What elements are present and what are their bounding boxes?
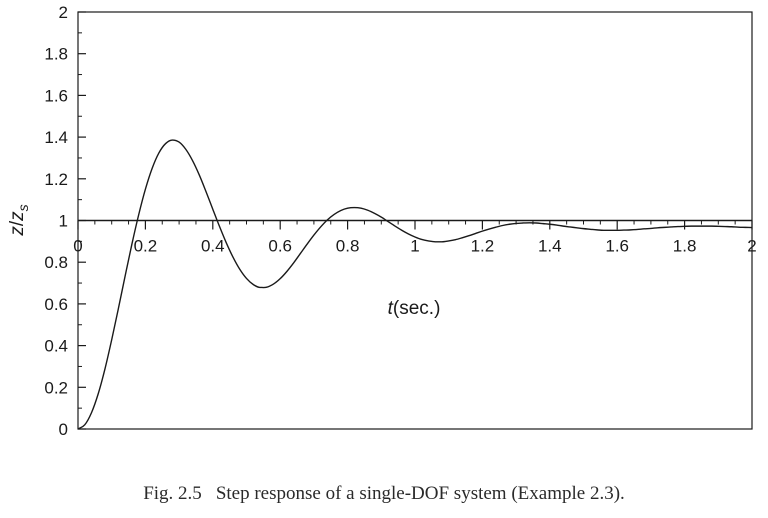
y-tick-label: 1.8 <box>44 45 68 64</box>
x-axis-label-var: t <box>388 298 394 319</box>
x-tick-label: 0.2 <box>134 237 158 256</box>
step-response-chart: 0 0.2 0.4 0.6 0.8 1 1.2 1.4 1.6 1.8 2 0 0.2 0.4 0.6 0.… <box>7 3 757 439</box>
figure-caption-text: Step response of a single-DOF system (Ex… <box>215 483 625 504</box>
y-axis-label-den: z <box>7 211 28 222</box>
y-tick-label: 0.2 <box>44 378 68 397</box>
x-tick-label: 2 <box>747 237 756 256</box>
x-tick-label: 0.8 <box>336 237 360 256</box>
y-axis-label-sep: / <box>7 220 28 226</box>
y-tick-label: 1 <box>59 212 68 231</box>
x-tick-label: 0.4 <box>201 237 225 256</box>
y-axis-label-var: z <box>7 226 28 237</box>
x-tick-label: 1.6 <box>605 237 629 256</box>
x-tick-label: 1.4 <box>538 237 562 256</box>
x-axis-label: t(sec.) <box>388 298 441 319</box>
y-axis-label-sub: s <box>15 204 31 211</box>
y-tick-label: 0 <box>59 420 68 439</box>
x-tick-label: 1.2 <box>471 237 495 256</box>
y-tick-label: 0.6 <box>44 295 68 314</box>
x-tick-label: 0.6 <box>268 237 292 256</box>
y-tick-label: 1.6 <box>44 86 68 105</box>
x-axis-tick-labels: 0 0.2 0.4 0.6 0.8 1 1.2 1.4 1.6 1.8 2 <box>73 237 756 256</box>
y-tick-label: 0.4 <box>44 337 68 356</box>
x-tick-label: 1.8 <box>673 237 697 256</box>
y-tick-label: 1.2 <box>44 170 68 189</box>
x-axis-label-unit: (sec.) <box>393 298 441 319</box>
x-tick-label: 0 <box>73 237 82 256</box>
y-axis-label: z/zs <box>7 204 31 236</box>
y-tick-label: 0.8 <box>44 253 68 272</box>
y-tick-label: 1.4 <box>44 128 68 147</box>
y-axis-ticks <box>78 11 86 430</box>
x-tick-label: 1 <box>410 237 419 256</box>
figure-number: Fig. 2.5 <box>143 483 202 504</box>
y-tick-label: 2 <box>59 3 68 22</box>
response-curve <box>77 139 753 430</box>
figure-caption: Fig. 2.5 Step response of a single-DOF sy… <box>0 483 768 505</box>
y-axis-tick-labels: 0 0.2 0.4 0.6 0.8 1 1.2 1.4 1.6 1.8 2 <box>44 3 68 439</box>
